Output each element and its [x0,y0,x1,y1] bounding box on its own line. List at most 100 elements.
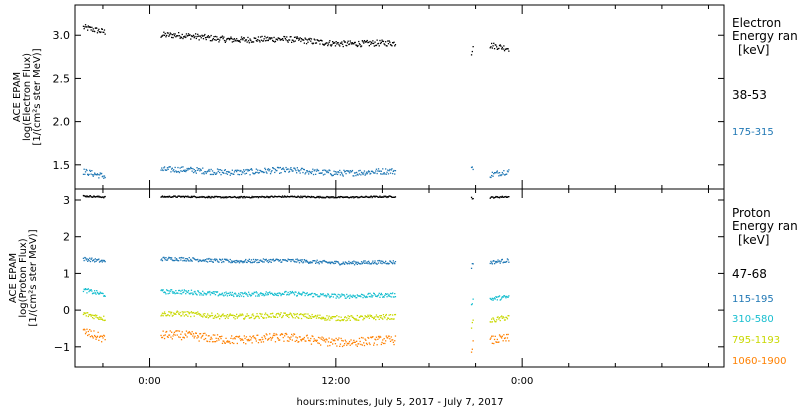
data-point [163,166,166,168]
data-point [356,297,358,299]
data-point [268,38,270,40]
data-point [284,171,286,173]
data-point [503,50,506,52]
data-point [176,171,178,173]
data-point [300,38,303,40]
data-point [256,40,258,42]
data-point [293,333,296,335]
data-point [184,290,186,292]
data-point [292,258,294,261]
data-point [236,342,238,345]
data-point [298,291,300,293]
data-point [220,316,222,318]
data-point [262,171,265,174]
data-point [178,289,180,292]
data-point [329,261,331,263]
data-point [291,333,293,336]
data-point [317,40,320,42]
data-point [292,39,294,41]
data-point [339,195,342,198]
data-point [347,315,349,317]
data-point [94,173,96,175]
data-point [346,262,348,264]
data-point [344,41,346,43]
data-point [382,260,384,262]
data-point [166,330,168,333]
data-point [244,197,246,199]
data-point [504,174,506,176]
data-point [381,294,383,296]
data-point [366,343,368,346]
data-point [96,317,99,319]
data-point [220,259,222,261]
data-point [191,35,193,38]
data-point [316,168,318,171]
data-point [213,259,215,261]
data-point [298,314,301,316]
data-point [317,314,319,316]
data-point [387,262,389,264]
data-point [491,262,493,264]
data-point [255,258,257,261]
data-point [387,317,389,319]
data-point [334,196,336,198]
data-point [360,196,362,198]
data-point [165,169,167,171]
proton-y-tick-label: 0 [63,304,70,317]
data-point [337,171,339,173]
data-point [506,296,509,298]
data-point [203,292,205,294]
data-point [220,337,222,340]
data-point [373,195,375,197]
data-point [470,166,473,169]
data-point [470,267,473,269]
data-point [312,260,315,262]
data-point [99,172,101,174]
data-point [209,260,211,262]
data-point [246,196,248,198]
data-point [238,315,241,317]
data-point [329,169,331,172]
data-point [298,336,301,338]
data-point [240,260,243,262]
data-point [235,262,237,264]
data-point [354,41,356,44]
data-point [360,174,362,176]
data-point [298,39,300,41]
data-point [499,319,501,322]
data-point [252,293,255,295]
data-point [226,196,229,198]
data-point [491,263,493,265]
data-point [347,40,349,42]
data-point [336,295,338,297]
data-point [380,173,382,175]
data-point [246,294,248,296]
data-point [230,196,232,199]
data-point [387,173,390,175]
data-point [194,171,196,173]
data-point [316,339,318,341]
data-point [353,295,356,298]
data-point [376,316,378,318]
data-point [102,259,104,261]
data-point [300,195,302,197]
data-point [206,258,208,260]
data-point [197,33,199,35]
data-point [346,45,348,47]
data-point [379,335,381,338]
data-point [365,262,368,264]
data-point [208,168,210,171]
data-point [190,289,193,291]
data-point [279,38,281,40]
data-point [360,296,362,298]
data-point [295,258,297,261]
data-point [231,169,233,171]
data-point [103,197,105,199]
data-point [262,261,264,263]
data-point [377,170,379,172]
data-point [269,293,272,295]
data-point [257,261,260,264]
data-point [383,262,385,264]
data-point [506,258,509,260]
data-point [336,196,339,199]
